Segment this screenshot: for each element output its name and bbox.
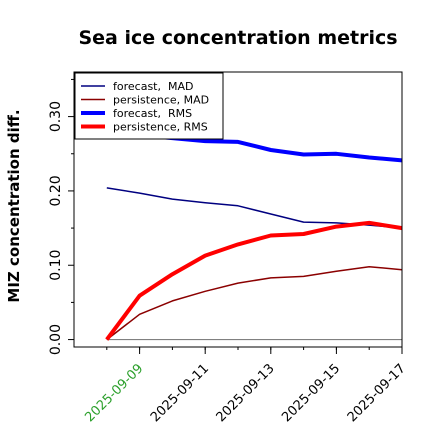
- x-tick-label-2: 2025-09-13: [214, 361, 278, 425]
- plot-area: [105, 128, 403, 341]
- y-tick-label-0: 0.00: [48, 324, 64, 355]
- x-tick-label-0: 2025-09-09: [82, 361, 146, 425]
- y-tick-label-2: 0.20: [48, 175, 64, 206]
- series-line-2: [106, 265, 403, 341]
- legend-entry-1: forecast, MAD: [113, 80, 193, 93]
- x-tick-label-4: 2025-09-17: [345, 361, 409, 425]
- y-axis-label: MIZ concentration diff.: [5, 109, 23, 302]
- x-tick-label-1: 2025-09-11: [148, 361, 212, 425]
- y-tick-label-3: 0.30: [48, 101, 64, 132]
- series-line-1: [106, 187, 403, 229]
- x-tick-label-3: 2025-09-15: [279, 361, 343, 425]
- legend-entry-2: persistence, MAD: [113, 94, 209, 107]
- legend-entry-4: persistence, RMS: [113, 121, 208, 134]
- y-tick-label-1: 0.10: [48, 250, 64, 281]
- series-line-4: [105, 220, 403, 341]
- chart-title: Sea ice concentration metrics: [78, 27, 397, 49]
- legend-entry-3: forecast, RMS: [113, 107, 192, 120]
